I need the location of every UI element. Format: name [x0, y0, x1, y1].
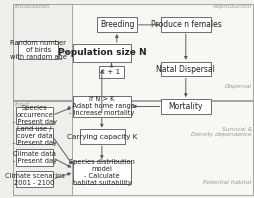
FancyBboxPatch shape [16, 107, 53, 124]
Text: Breeding: Breeding [99, 20, 134, 29]
Text: Dispersal: Dispersal [224, 84, 251, 89]
FancyBboxPatch shape [161, 17, 210, 32]
Text: Mortality: Mortality [168, 102, 202, 111]
Text: Random number
of birds
with random age: Random number of birds with random age [10, 40, 67, 60]
Text: Natal Dispersal: Natal Dispersal [156, 65, 215, 73]
Text: Reproduction: Reproduction [212, 4, 251, 9]
FancyBboxPatch shape [16, 149, 53, 166]
Text: Input: Input [15, 102, 30, 107]
FancyBboxPatch shape [13, 4, 71, 100]
FancyBboxPatch shape [16, 128, 53, 144]
FancyBboxPatch shape [99, 66, 123, 78]
Text: Population size N: Population size N [57, 48, 146, 57]
FancyBboxPatch shape [161, 62, 210, 76]
FancyBboxPatch shape [16, 171, 53, 188]
FancyBboxPatch shape [161, 99, 210, 114]
FancyBboxPatch shape [13, 101, 71, 195]
FancyBboxPatch shape [13, 4, 252, 100]
FancyBboxPatch shape [72, 96, 130, 117]
FancyBboxPatch shape [72, 161, 130, 184]
Text: Survival &
Density dependence: Survival & Density dependence [190, 127, 251, 137]
Text: t + 1: t + 1 [102, 69, 120, 75]
FancyBboxPatch shape [18, 41, 58, 59]
FancyBboxPatch shape [97, 17, 136, 32]
Text: Climate scenarios
2001 - 2100: Climate scenarios 2001 - 2100 [5, 173, 64, 186]
Text: Land use /
cover data
- Present day: Land use / cover data - Present day [13, 126, 56, 146]
Text: Species
occurrence
- Present day: Species occurrence - Present day [13, 105, 56, 125]
Text: Potential habitat: Potential habitat [202, 180, 251, 185]
Text: Carrying capacity K: Carrying capacity K [67, 134, 137, 140]
Text: If N > K
- Adapt home range
- Increase mortality: If N > K - Adapt home range - Increase m… [68, 96, 135, 116]
FancyBboxPatch shape [80, 129, 124, 144]
FancyBboxPatch shape [72, 44, 130, 62]
Text: Climate data
- Present day: Climate data - Present day [13, 151, 56, 164]
Text: Initialisation: Initialisation [15, 4, 50, 9]
Text: Species distribution
model
- Calculate
habitat suitability: Species distribution model - Calculate h… [69, 159, 134, 186]
Text: Produce n females: Produce n females [150, 20, 220, 29]
FancyBboxPatch shape [13, 101, 252, 195]
